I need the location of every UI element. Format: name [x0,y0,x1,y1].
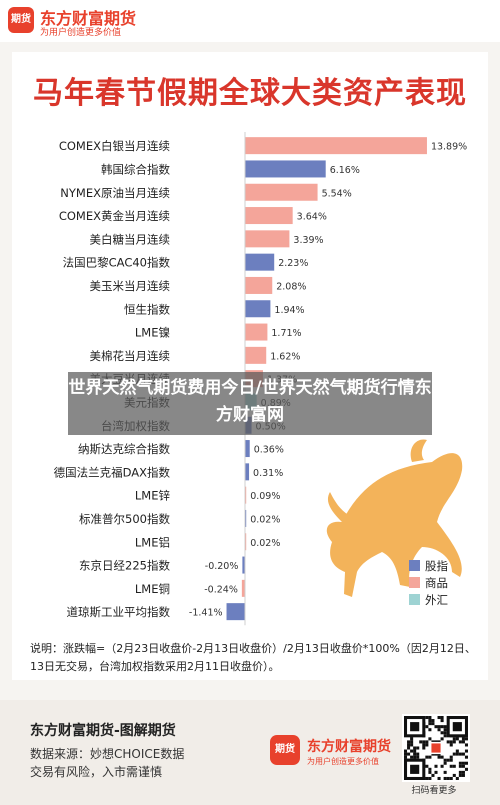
bar [245,137,427,155]
bar [245,346,267,364]
data-label: 13.89% [431,142,467,153]
legend-label: 外汇 [425,593,448,607]
category-label: 德国法兰克福DAX指数 [54,465,171,479]
category-label: 美玉米当月连续 [90,279,171,293]
brand-name: 东方财富期货 [40,9,137,28]
data-label: -0.20% [205,561,239,572]
bar [245,486,247,504]
footer: 东方财富期货-图解期货 数据来源：妙想CHOICE数据 交易有风险，入市需谨慎 … [0,700,500,805]
qr-code-icon[interactable] [402,714,470,782]
bar [245,463,250,481]
footer-slogan: 为用户创造更多价值 [307,757,379,766]
data-label: 2.08% [276,281,306,292]
data-label: 3.64% [297,212,327,223]
bar [241,579,245,597]
bar [245,323,268,341]
footer-logo-icon: 期货 [270,735,300,765]
bar [245,253,275,271]
category-label: 法国巴黎CAC40指数 [63,256,171,270]
bar-chart: COMEX白银当月连续 13.89% 韩国综合指数 6.16% NYMEX原油当月连续 5… [54,132,467,626]
top-bar: 期货 东方财富期货 为用户创造更多价值 [0,0,500,42]
category-label: 纳斯达克综合指数 [78,442,170,456]
footer-brand: 东方财富期货 [307,739,391,755]
data-label: 3.39% [293,235,323,246]
data-label: -1.41% [189,608,223,619]
data-label: 0.31% [253,468,283,479]
data-label: 2.23% [278,258,308,269]
legend-swatch [409,577,420,588]
data-label: 0.02% [250,514,280,525]
bar [245,440,250,458]
category-label: 美棉花当月连续 [90,349,171,363]
footer-risk: 交易有风险，入市需谨慎 [30,765,163,779]
data-label: 1.71% [271,328,301,339]
brand-logo-icon: 期货 [8,7,34,33]
chart-card: 马年春节假期全球大类资产表现 COMEX白银当月连续 13.89% 韩国综合指数 6.… [12,52,488,680]
category-label: COMEX白银当月连续 [59,139,170,153]
data-label: 1.94% [274,305,304,316]
category-label: LME铝 [135,535,170,549]
footer-source: 数据来源：妙想CHOICE数据 [30,747,185,761]
chart-note: 说明：涨跌幅=（2月23日收盘价-2月13日收盘价）/2月13日收盘价*100%… [30,642,476,673]
data-label: 6.16% [330,165,360,176]
data-label: 0.09% [250,491,280,502]
bar [245,207,293,225]
bar [245,300,271,318]
category-label: 道琼斯工业平均指数 [67,605,171,619]
bar [245,230,290,248]
overlay-banner[interactable]: 世界天然气期货费用今日/世界天然气期货行情东方财富网 [68,372,432,435]
bar [245,183,318,201]
legend-swatch [409,560,420,571]
bar [226,603,245,621]
bar [245,160,326,178]
data-label: 0.36% [254,445,284,456]
bar [245,533,247,551]
bar [245,276,273,294]
data-label: 1.62% [270,351,300,362]
brand-slogan: 为用户创造更多价值 [40,28,122,38]
legend-swatch [409,594,420,605]
bar [245,509,247,527]
category-label: 标准普尔500指数 [79,512,170,526]
legend-label: 股指 [425,559,448,573]
bar [242,556,245,574]
qr-label: 扫码看更多 [411,786,457,796]
category-label: NYMEX原油当月连续 [60,186,170,200]
data-label: 5.54% [322,188,352,199]
category-label: 韩国综合指数 [101,162,170,176]
category-label: LME锌 [135,489,171,503]
category-label: 美白糖当月连续 [90,232,171,246]
chart-title: 马年春节假期全球大类资产表现 [33,76,467,111]
data-label: -0.24% [204,584,238,595]
footer-title: 东方财富期货-图解期货 [30,723,176,739]
data-label: 0.02% [250,538,280,549]
horse-decoration-icon [326,439,463,597]
category-label: COMEX黄金当月连续 [59,209,170,223]
category-label: LME铜 [135,582,170,596]
category-label: 东京日经225指数 [79,559,170,573]
category-label: 恒生指数 [124,302,170,316]
category-label: LME镍 [135,326,170,340]
legend-label: 商品 [425,576,448,590]
